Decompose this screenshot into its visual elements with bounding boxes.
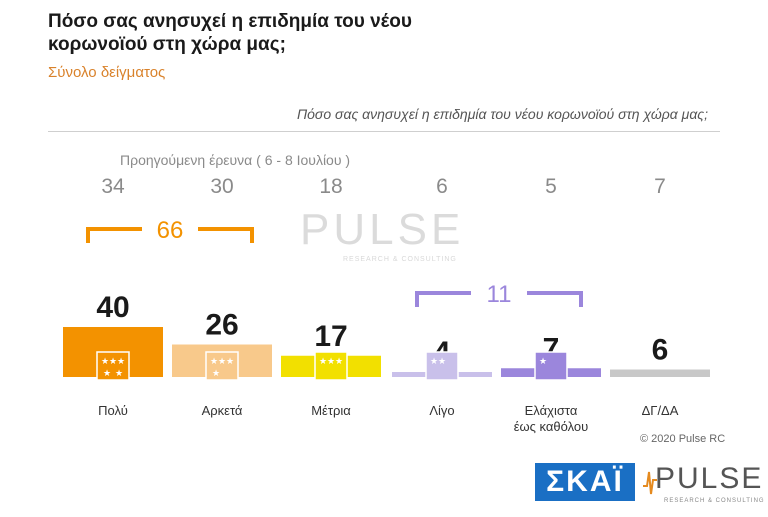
star-icon: ★ [103,369,111,379]
group-bracket-left [86,227,142,243]
bar-value-label: 40 [96,291,129,324]
category-label: Ελάχιστα [525,403,578,418]
bar-value-label: 26 [205,309,238,342]
group-bracket-right [198,227,254,243]
skai-logo: ΣΚΑΪ [535,463,635,501]
rating-icon [205,351,239,381]
pulse-logo-icon [643,471,657,495]
category-label: έως καθόλου [514,419,589,434]
pulse-logo: PULSE [655,462,764,495]
bar [610,369,710,377]
copyright: © 2020 Pulse RC [640,433,726,445]
category-label: ΔΓ/ΔΑ [642,403,679,418]
category-label: Λίγο [429,403,454,418]
star-icon: ★ [438,357,446,367]
rating-icon [425,351,459,381]
star-icon: ★ [109,357,117,367]
category-label: Πολύ [98,403,128,418]
divider [48,131,720,132]
previous-value-label: 5 [545,175,557,198]
group-total-label: 66 [157,217,184,244]
group-bracket-right [527,291,583,307]
star-icon: ★ [335,357,343,367]
previous-value-label: 7 [654,175,666,198]
question-text: Πόσο σας ανησυχεί η επιδημία του νέου κο… [296,106,708,122]
pulse-logo-sub: RESEARCH & CONSULTING [664,498,765,504]
previous-value-label: 6 [436,175,448,198]
star-icon: ★ [212,369,220,379]
chart-subtitle: Σύνολο δείγματος [48,64,166,81]
previous-value-label: 30 [210,175,233,198]
pulse-watermark: PULSE [300,205,465,254]
pulse-watermark-sub: RESEARCH & CONSULTING [343,256,457,263]
previous-survey-label: Προηγούμενη έρευνα ( 6 - 8 Ιουλίου ) [120,152,351,168]
previous-value-label: 34 [101,175,125,198]
star-icon: ★ [210,357,218,367]
star-icon: ★ [539,357,547,367]
star-icon: ★ [101,357,109,367]
star-icon: ★ [117,357,125,367]
bar-value-label: 6 [652,334,669,367]
rating-icon [96,351,130,381]
category-label: Μέτρια [311,403,351,418]
star-icon: ★ [226,357,234,367]
star-icon: ★ [327,357,335,367]
star-icon: ★ [319,357,327,367]
rating-icon [534,351,568,381]
star-icon: ★ [218,357,226,367]
rating-icon [314,351,348,381]
chart-title: Πόσο σας ανησυχεί η επιδημία του νέου κο… [48,11,412,55]
group-bracket-left [415,291,471,307]
previous-value-label: 18 [319,175,342,198]
star-icon: ★ [430,357,438,367]
star-icon: ★ [115,369,123,379]
group-total-label: 11 [487,281,512,308]
category-label: Αρκετά [202,403,243,418]
bar-value-label: 17 [314,320,347,353]
